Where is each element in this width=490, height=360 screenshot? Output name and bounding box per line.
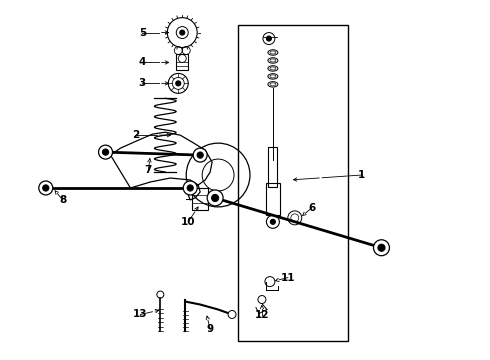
Text: 7: 7: [145, 165, 152, 175]
Text: 13: 13: [133, 310, 147, 319]
Bar: [192, 188, 208, 210]
Text: 5: 5: [139, 28, 146, 37]
Circle shape: [270, 219, 275, 224]
Circle shape: [39, 181, 53, 195]
Text: 3: 3: [139, 78, 146, 88]
Circle shape: [193, 148, 207, 162]
Text: 12: 12: [255, 310, 269, 320]
Text: 11: 11: [281, 273, 295, 283]
Bar: [266, 183, 280, 215]
Bar: [238, 24, 347, 341]
Text: 1: 1: [358, 170, 365, 180]
Text: 10: 10: [181, 217, 196, 227]
Circle shape: [176, 81, 181, 86]
Text: 9: 9: [207, 324, 214, 334]
Bar: [176, 54, 188, 71]
Circle shape: [373, 240, 390, 256]
Text: 6: 6: [308, 203, 316, 213]
Circle shape: [207, 190, 223, 206]
Circle shape: [267, 36, 271, 41]
Text: 2: 2: [132, 130, 139, 140]
Bar: [269, 147, 277, 187]
Circle shape: [183, 181, 197, 195]
Circle shape: [228, 310, 236, 319]
Circle shape: [378, 244, 385, 251]
Circle shape: [212, 194, 219, 202]
Circle shape: [180, 30, 185, 35]
Text: 4: 4: [139, 58, 146, 67]
Circle shape: [197, 152, 203, 158]
Circle shape: [98, 145, 113, 159]
Circle shape: [187, 185, 194, 191]
Circle shape: [102, 149, 109, 155]
Circle shape: [43, 185, 49, 191]
Text: 8: 8: [59, 195, 66, 205]
